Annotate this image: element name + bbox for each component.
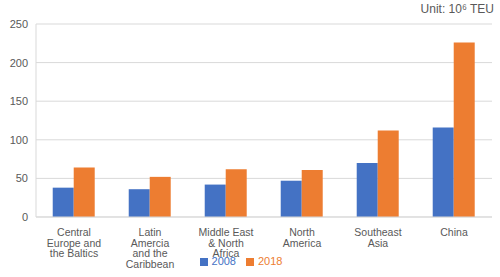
svg-text:100: 100 bbox=[10, 134, 28, 146]
svg-text:50: 50 bbox=[16, 172, 28, 184]
svg-text:LatinAmerciaand theCaribbean: LatinAmerciaand theCaribbean bbox=[126, 226, 175, 270]
svg-text:0: 0 bbox=[22, 211, 28, 223]
svg-text:250: 250 bbox=[10, 18, 28, 30]
svg-text:SoutheastAsia: SoutheastAsia bbox=[354, 226, 401, 249]
svg-text:NorthAmerica: NorthAmerica bbox=[283, 226, 322, 249]
svg-text:200: 200 bbox=[10, 57, 28, 69]
svg-text:China: China bbox=[440, 226, 468, 238]
svg-text:CentralEurope andthe Baltics: CentralEurope andthe Baltics bbox=[47, 226, 101, 259]
svg-text:150: 150 bbox=[10, 95, 28, 107]
svg-text:Middle East& NorthAfrica: Middle East& NorthAfrica bbox=[199, 226, 254, 259]
